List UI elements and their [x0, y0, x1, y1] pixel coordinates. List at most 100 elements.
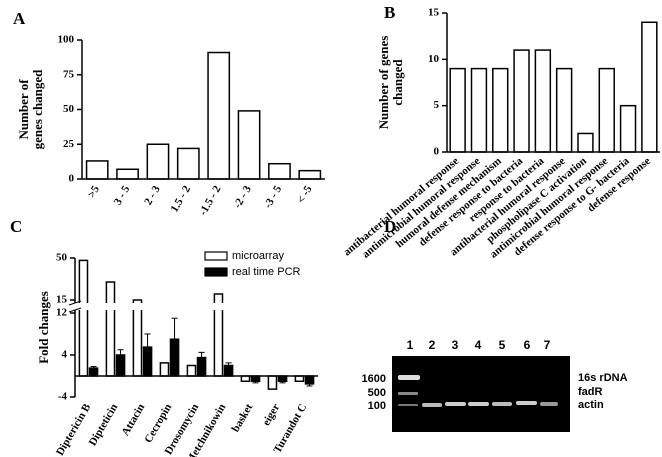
- band-label: fadR: [578, 386, 603, 398]
- bar: [267, 375, 278, 390]
- panel-label: A: [13, 9, 26, 28]
- bar: [146, 143, 170, 180]
- y-tick-label: 0: [69, 173, 75, 185]
- y-tick-label: 4: [62, 349, 68, 361]
- lane-number: 2: [429, 338, 436, 352]
- y-axis-label: genes changed: [30, 69, 45, 150]
- y-tick-label: 75: [63, 68, 75, 80]
- legend-swatch: [204, 267, 228, 277]
- bar: [598, 67, 615, 153]
- break-mark: [68, 300, 82, 306]
- panel-label: B: [384, 3, 395, 22]
- bar: [196, 356, 207, 377]
- y-tick-label: 10: [428, 53, 440, 65]
- x-tick-label: -2 - 3: [232, 183, 255, 210]
- axis-break: [73, 303, 320, 310]
- bar: [470, 67, 488, 153]
- y-tick-label: -4: [58, 391, 68, 403]
- bar: [277, 375, 288, 382]
- lane-number: 5: [499, 338, 506, 352]
- band: [492, 402, 512, 406]
- y-axis-label: Fold changes: [36, 291, 51, 364]
- y-tick-label: 12: [56, 307, 68, 319]
- y-axis-label: Number of: [16, 79, 31, 140]
- bar: [250, 375, 261, 382]
- bar: [142, 346, 153, 377]
- x-tick-label: Attacin: [119, 402, 147, 438]
- bar: [207, 51, 231, 180]
- bar: [240, 375, 251, 382]
- y-axis-label: changed: [390, 59, 405, 106]
- band: [398, 392, 418, 395]
- bar: [85, 160, 109, 180]
- x-tick-label: 3 - 5: [112, 183, 133, 207]
- y-tick-label: 0: [434, 146, 440, 158]
- band: [422, 403, 442, 407]
- y-tick-label: 25: [63, 138, 75, 150]
- lane-number: 4: [475, 338, 482, 352]
- gel-bands: [398, 375, 558, 407]
- panel-label: C: [10, 217, 22, 236]
- band: [468, 402, 489, 406]
- band-label: actin: [578, 399, 604, 411]
- lane-number: 3: [452, 338, 459, 352]
- bar: [78, 259, 89, 377]
- lane-number: 1: [407, 338, 414, 352]
- x-tick-label: -1.5 - 2: [197, 183, 224, 217]
- x-tick-label: 1.5 - 2: [168, 183, 193, 214]
- bar: [619, 104, 637, 153]
- bar: [492, 67, 509, 153]
- bar: [223, 364, 234, 377]
- band: [516, 401, 537, 405]
- y-tick-label: 50: [56, 252, 68, 264]
- band: [445, 402, 466, 406]
- band: [398, 404, 418, 406]
- lane-number: 6: [524, 338, 531, 352]
- bar: [641, 21, 658, 153]
- band-label: 16s rDNA: [578, 372, 628, 384]
- y-tick-label: 15: [428, 7, 440, 19]
- bar: [237, 110, 261, 180]
- bar: [577, 132, 594, 153]
- panel-label: D: [384, 217, 396, 236]
- legend-label: real time PCR: [232, 266, 301, 278]
- bar: [298, 169, 322, 180]
- gel-image: [392, 356, 570, 432]
- size-marker: 500: [368, 387, 386, 399]
- bar: [513, 49, 530, 153]
- y-tick-label: 5: [434, 99, 440, 111]
- lane-number: 7: [544, 338, 551, 352]
- bar: [555, 67, 573, 153]
- y-tick-label: 15: [56, 294, 68, 306]
- bar: [186, 364, 197, 377]
- break-mark: [68, 307, 82, 313]
- band: [398, 375, 420, 380]
- size-marker: 100: [368, 400, 386, 412]
- legend-swatch: [204, 251, 228, 261]
- x-tick-label: < -5: [295, 183, 315, 205]
- x-tick-label: >5: [86, 183, 103, 200]
- x-tick-label: Diptericin B: [54, 401, 94, 457]
- legend-label: microarray: [232, 250, 284, 262]
- band: [540, 402, 558, 406]
- bar: [132, 299, 143, 377]
- bar: [449, 67, 466, 153]
- y-tick-label: 50: [63, 103, 75, 115]
- bar: [169, 338, 180, 377]
- x-tick-label: 2 - 3: [142, 183, 163, 207]
- bar: [115, 354, 126, 377]
- bar: [304, 375, 315, 385]
- bar: [534, 49, 552, 153]
- bar: [88, 367, 99, 377]
- x-tick-label: eiger: [260, 402, 282, 428]
- bar: [159, 362, 170, 377]
- bar: [105, 281, 116, 377]
- x-tick-label: -3 - 5: [262, 183, 285, 210]
- size-marker: 1600: [362, 373, 386, 385]
- bar: [176, 147, 200, 180]
- bar: [268, 162, 291, 180]
- y-tick-label: 100: [58, 34, 75, 46]
- y-axis-label: Number of genes: [376, 36, 391, 130]
- x-tick-label: basket: [230, 401, 256, 434]
